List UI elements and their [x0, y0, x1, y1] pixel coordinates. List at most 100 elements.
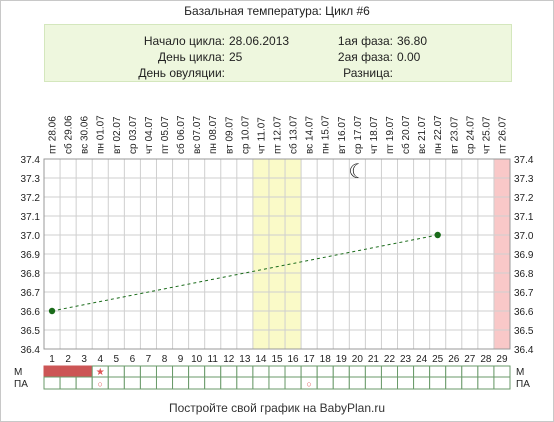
pa-cell: [252, 376, 270, 390]
x-tick-label: 5: [114, 354, 120, 365]
top-date-label: вс 14.07: [305, 116, 316, 154]
y-tick-label-left: 36.8: [21, 269, 41, 280]
circle-marker-icon: ○: [98, 379, 103, 389]
phase2-value: 0.00: [397, 50, 421, 64]
pa-cell: [107, 376, 125, 390]
menstruation-cell: [445, 365, 463, 378]
y-tick-label-right: 36.8: [514, 269, 534, 280]
pa-cell: [348, 376, 366, 390]
top-date-label: пт 26.07: [497, 116, 508, 154]
ovulation-day-label: День овуляции:: [138, 66, 225, 80]
y-tick-label-right: 36.7: [514, 288, 534, 299]
menstruation-cell: [429, 365, 447, 378]
y-tick-label-left: 36.9: [21, 250, 41, 261]
x-tick-label: 16: [288, 354, 300, 365]
x-tick-label: 17: [304, 354, 316, 365]
pa-cell: [236, 376, 254, 390]
top-date-label: пн 01.07: [96, 115, 107, 154]
menstruation-cell: [397, 365, 415, 378]
x-tick-label: 19: [336, 354, 348, 365]
top-date-label: ср 24.07: [465, 115, 476, 154]
x-tick-label: 6: [130, 354, 136, 365]
pa-cell: [364, 376, 382, 390]
pa-cell: [43, 376, 61, 390]
pa-cell: [380, 376, 399, 390]
info-row-3: День овуляции: Разница:: [45, 65, 511, 81]
circle-marker-icon: ○: [306, 379, 311, 389]
menstruation-cell: [107, 365, 125, 378]
row-label-right: ПА: [516, 379, 530, 390]
pa-cell: [477, 376, 495, 390]
x-tick-label: 12: [223, 354, 235, 365]
top-date-label: сб 06.07: [175, 115, 187, 154]
pa-cell: [268, 376, 286, 390]
top-date-label: вт 02.07: [112, 116, 123, 154]
x-tick-label: 21: [368, 354, 380, 365]
y-tick-label-left: 36.6: [21, 307, 41, 318]
info-row-1: Начало цикла: 28.06.2013 1ая фаза: 36.80: [45, 33, 511, 49]
pa-cell: [59, 376, 77, 390]
difference-label: Разница:: [343, 66, 393, 80]
phase1-value: 36.80: [397, 34, 428, 48]
y-tick-label-left: 36.5: [21, 326, 41, 337]
y-tick-label-left: 37.4: [21, 155, 41, 166]
x-tick-label: 3: [81, 354, 87, 365]
x-tick-label: 9: [178, 354, 184, 365]
top-date-label: пн 15.07: [321, 115, 332, 154]
top-date-label: ср 03.07: [128, 115, 139, 154]
x-tick-label: 26: [448, 354, 460, 365]
y-tick-label-left: 37.3: [21, 174, 41, 185]
chart-title: Базальная температура: Цикл #6: [184, 4, 370, 18]
top-date-label: вт 23.07: [449, 116, 460, 154]
temperature-chart: 37.4 37.4 37.3 37.3 37.2 37.2 37.1 37.1 37.0 37.0…: [14, 115, 534, 390]
footer-link[interactable]: Постройте свой график на BabyPlan.ru: [168, 401, 386, 415]
y-tick-label-left: 37.1: [21, 212, 41, 223]
menstruation-cell: [284, 365, 302, 378]
menstruation-cell: [236, 365, 254, 378]
top-date-label: сб 13.07: [288, 115, 300, 154]
y-tick-label-left: 36.7: [21, 288, 41, 299]
menstruation-cell: [380, 365, 399, 378]
menstruation-cell: [252, 365, 270, 378]
pa-cell: [155, 376, 174, 390]
row-label-left: ПА: [14, 379, 28, 390]
top-date-label: чт 11.07: [256, 117, 267, 154]
y-tick-label-left: 37.2: [21, 193, 41, 204]
pa-cell: [172, 376, 190, 390]
menstruation-cell: [43, 365, 61, 378]
top-date-label: пт 19.07: [385, 116, 396, 154]
pa-cell: [220, 376, 238, 390]
cycle-start-label: Начало цикла:: [143, 34, 225, 48]
pa-cell: [445, 376, 463, 390]
top-date-label: вс 30.06: [80, 116, 91, 154]
menstruation-cell: [364, 365, 382, 378]
star-icon: ★: [96, 367, 105, 378]
y-tick-label-right: 36.4: [514, 345, 534, 356]
menstruation-cell: [155, 365, 174, 378]
data-point: [48, 307, 56, 315]
info-row-2: День цикла: 25 2ая фаза: 0.00: [45, 49, 511, 65]
x-tick-label: 15: [271, 354, 283, 365]
x-tick-label: 25: [432, 354, 444, 365]
menstruation-cell: [348, 365, 366, 378]
top-date-label: пт 12.07: [273, 116, 284, 154]
row-label-right: М: [516, 367, 524, 378]
x-tick-label: 28: [480, 354, 492, 365]
top-date-label: чт 18.07: [369, 116, 380, 154]
x-tick-label: 24: [416, 354, 428, 365]
data-point: [434, 231, 441, 239]
plot-border: [43, 158, 511, 350]
top-date-label: пт 05.07: [160, 116, 171, 154]
pa-cell: [123, 376, 141, 390]
moon-icon: ☾: [348, 161, 366, 183]
y-tick-label-right: 37.4: [514, 155, 534, 166]
y-tick-label-left: 37.0: [21, 231, 41, 242]
cycle-day-label: День цикла:: [158, 50, 225, 64]
pa-cell: [332, 376, 350, 390]
y-tick-label-right: 37.0: [514, 231, 534, 242]
x-tick-label: 8: [162, 354, 168, 365]
x-tick-label: 22: [384, 354, 396, 365]
y-tick-label-right: 37.3: [514, 174, 534, 185]
x-tick-label: 4: [97, 354, 103, 365]
menstruation-cell: [172, 365, 190, 378]
